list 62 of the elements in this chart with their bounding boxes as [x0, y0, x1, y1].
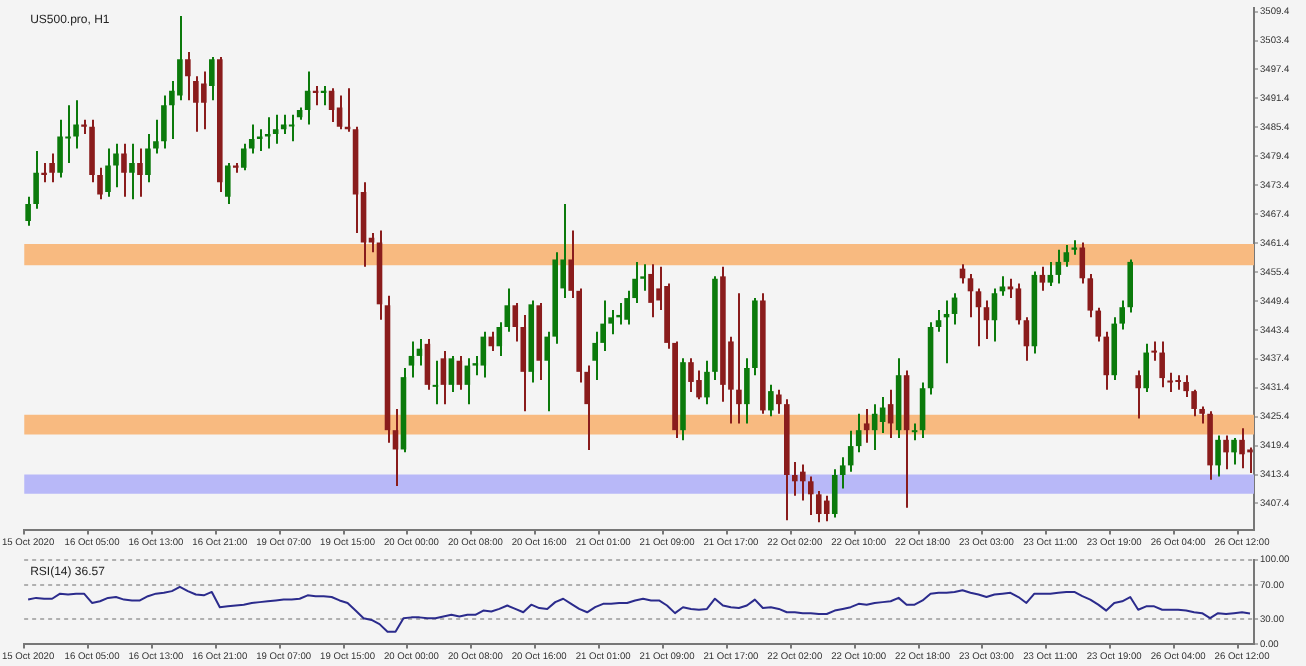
candlestick	[975, 287, 982, 348]
candlestick	[105, 147, 111, 198]
candlestick	[1063, 244, 1070, 268]
candlestick	[815, 489, 822, 524]
candlestick	[121, 142, 127, 198]
candlestick	[448, 354, 455, 394]
candlestick	[1159, 340, 1165, 389]
candlestick	[736, 292, 742, 425]
candlestick	[1143, 342, 1149, 394]
candlestick	[823, 494, 830, 523]
candlestick	[855, 412, 862, 454]
candlestick	[839, 456, 846, 490]
candlestick	[999, 275, 1006, 297]
candlestick	[113, 142, 119, 189]
candlestick	[240, 142, 247, 172]
candlestick	[696, 369, 702, 401]
candlestick	[1015, 282, 1022, 326]
candlestick	[145, 133, 151, 184]
candlestick	[224, 162, 231, 206]
candlestick	[935, 309, 942, 333]
candlestick	[209, 55, 215, 102]
candlestick	[41, 162, 47, 184]
candlestick	[137, 147, 143, 198]
candlestick	[432, 359, 439, 406]
candlestick	[256, 128, 263, 152]
candlestick	[480, 330, 487, 379]
candlestick	[704, 359, 710, 406]
candlestick	[1247, 446, 1253, 475]
candlestick	[792, 461, 798, 497]
candlestick	[272, 113, 279, 145]
candlestick	[185, 51, 191, 102]
candlestick	[49, 152, 55, 184]
candlestick	[831, 468, 838, 519]
candlestick	[799, 463, 806, 502]
candlestick	[616, 301, 622, 326]
candlestick	[161, 94, 167, 150]
candlestick	[280, 113, 287, 136]
candlestick	[776, 388, 782, 415]
candlestick	[1047, 260, 1054, 287]
candlestick	[1231, 436, 1237, 466]
candlestick	[863, 407, 870, 444]
candlestick	[807, 475, 814, 517]
candlestick	[1215, 434, 1221, 478]
candlestick	[1223, 434, 1229, 471]
candlestick	[408, 340, 415, 379]
candlestick	[129, 142, 135, 201]
candlestick	[288, 113, 295, 143]
candlestick	[688, 357, 694, 394]
candlestick	[768, 383, 774, 418]
candlestick	[744, 357, 750, 425]
candlestick	[592, 330, 598, 382]
candlestick	[424, 338, 431, 391]
candlestick	[57, 118, 63, 179]
candlestick	[201, 70, 207, 131]
candlestick	[1039, 265, 1046, 292]
candlestick	[440, 350, 447, 406]
candlestick	[1175, 374, 1181, 391]
candlestick	[65, 104, 71, 165]
candlestick	[1239, 427, 1245, 470]
candlestick	[1135, 369, 1141, 420]
candlestick	[264, 116, 271, 150]
candlestick	[648, 263, 654, 319]
